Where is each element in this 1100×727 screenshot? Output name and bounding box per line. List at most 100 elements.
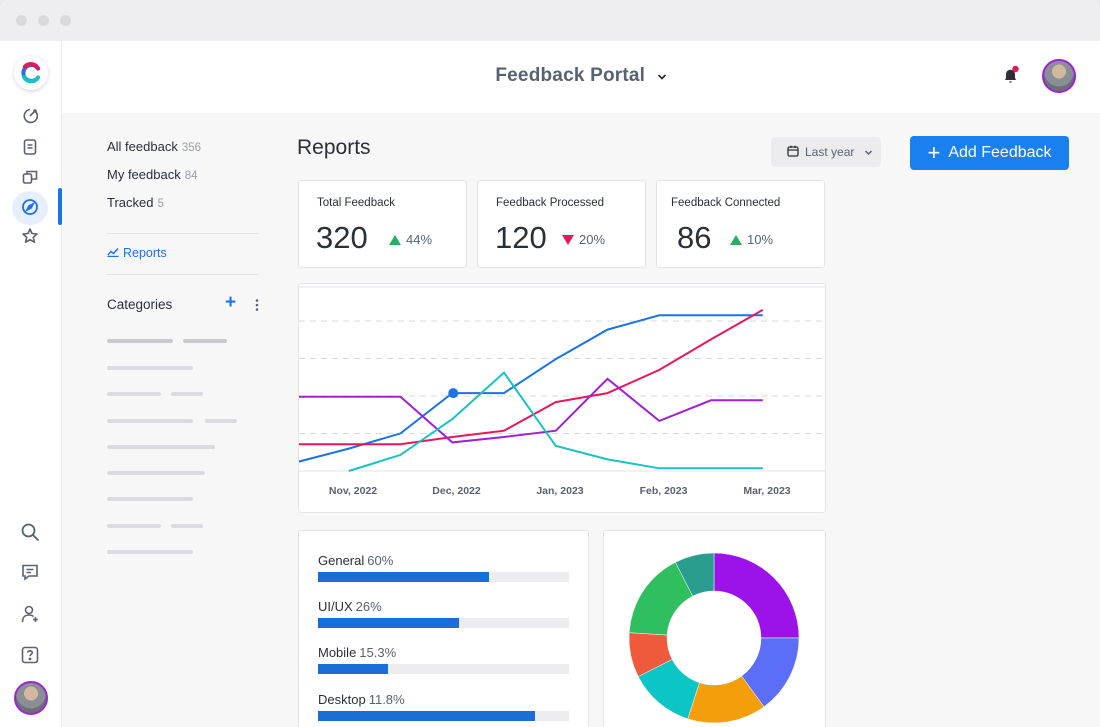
trend-up-icon: [730, 234, 742, 245]
category-bar-track: [318, 664, 569, 674]
add-user-icon[interactable]: [19, 603, 41, 625]
category-bar-row: UI/UX 26%: [318, 598, 569, 628]
sidebar-item-tracked[interactable]: Tracked 5: [107, 195, 164, 210]
chat-icon[interactable]: [19, 561, 41, 583]
x-tick-label: Nov, 2022: [329, 485, 377, 497]
activity-icon[interactable]: [19, 105, 41, 127]
sidebar-item-my-feedback[interactable]: My feedback 84: [107, 167, 198, 182]
window-titlebar: [0, 0, 1100, 41]
rail-avatar[interactable]: [14, 681, 48, 715]
category-placeholder: [107, 550, 193, 554]
sidebar-divider: [107, 233, 259, 234]
category-placeholder: [107, 445, 215, 449]
plus-icon: +: [927, 140, 941, 165]
category-breakdown-card: General 60% UI/UX 26% Mobile 15.3% Desktop 11.8…: [298, 530, 589, 727]
sidebar-item-all-feedback[interactable]: All feedback 356: [107, 139, 201, 154]
calendar-icon: [787, 145, 799, 160]
add-feedback-button[interactable]: + Add Feedback: [910, 136, 1069, 170]
sidebar-item-count: 84: [184, 170, 198, 182]
category-name: General: [318, 553, 365, 568]
stat-label: Feedback Connected: [671, 197, 781, 209]
donut-chart-card: [603, 530, 826, 727]
sidebar-item-count: 356: [181, 142, 202, 154]
sidebar-divider: [107, 274, 259, 275]
stat-card-feedback-connected: Feedback Connected 86 10%: [656, 180, 825, 268]
category-bar-fill: [318, 711, 536, 721]
category-placeholder: [107, 419, 193, 423]
series-line: [299, 377, 763, 444]
stat-change-value: 44%: [406, 232, 433, 247]
stat-change: 10%: [730, 232, 773, 247]
chevron-down-icon: [864, 145, 873, 159]
donut-slice[interactable]: [713, 552, 800, 639]
category-bar-track: [318, 618, 569, 628]
sidebar-item-label: All feedback: [107, 139, 178, 154]
donut-slice[interactable]: [675, 552, 715, 597]
category-placeholder: [107, 497, 193, 501]
sidebar-item-label: Reports: [123, 246, 167, 260]
window-close-dot[interactable]: [16, 15, 27, 26]
rail-active-indicator: [58, 188, 62, 225]
x-tick-label: Jan, 2023: [536, 485, 583, 497]
trend-up-icon: [389, 234, 401, 245]
compass-icon[interactable]: [19, 196, 41, 218]
stat-change-value: 10%: [747, 232, 774, 247]
stat-change: 20%: [562, 232, 605, 247]
stat-change-value: 20%: [579, 232, 606, 247]
window-maximize-dot[interactable]: [60, 15, 71, 26]
category-name: Desktop: [318, 692, 366, 707]
document-icon[interactable]: [19, 136, 41, 158]
sidebar-item-count: 5: [157, 198, 164, 210]
stat-change: 44%: [389, 232, 432, 247]
window-minimize-dot[interactable]: [38, 15, 49, 26]
add-category-icon[interactable]: +: [225, 292, 237, 313]
category-donut-chart: [628, 552, 800, 724]
layers-icon[interactable]: [19, 166, 41, 188]
category-percent: 60%: [367, 553, 394, 568]
category-placeholder: [171, 392, 203, 396]
date-range-select[interactable]: Last year: [771, 137, 881, 167]
category-percent: 26%: [355, 599, 382, 614]
stat-label: Feedback Processed: [496, 197, 605, 209]
category-name: Mobile: [318, 645, 357, 660]
stat-value: 320: [316, 220, 368, 255]
x-tick-label: Dec, 2022: [432, 485, 481, 497]
help-icon[interactable]: [19, 644, 41, 666]
categories-heading: Categories: [107, 297, 173, 312]
category-name: UI/UX: [318, 599, 353, 614]
top-header: Feedback Portal: [62, 41, 1100, 113]
x-tick-label: Mar, 2023: [743, 485, 790, 497]
bell-icon[interactable]: [1000, 65, 1022, 87]
category-percent: 11.8%: [368, 692, 405, 707]
category-bar-fill: [318, 618, 459, 628]
chevron-down-icon: [657, 65, 667, 87]
category-placeholder: [205, 419, 237, 423]
add-feedback-label: Add Feedback: [948, 144, 1052, 161]
star-icon[interactable]: [19, 225, 41, 247]
trend-down-icon: [562, 234, 574, 245]
sidebar-item-label: Tracked: [107, 195, 154, 210]
stat-value: 86: [677, 220, 712, 255]
series-point-marker[interactable]: [448, 388, 459, 399]
search-icon[interactable]: [19, 521, 41, 543]
portal-switcher[interactable]: Feedback Portal: [62, 65, 1100, 87]
category-placeholder: [107, 524, 161, 528]
more-vertical-icon[interactable]: [252, 298, 262, 312]
logo-icon[interactable]: [14, 56, 48, 90]
category-bar-track: [318, 572, 569, 582]
portal-title: Feedback Portal: [495, 65, 646, 87]
stat-card-total-feedback: Total Feedback 320 44%: [298, 180, 467, 268]
series-line: [299, 314, 763, 463]
page-title: Reports: [297, 136, 371, 159]
sidebar-item-reports[interactable]: Reports: [107, 246, 167, 260]
category-placeholder: [171, 524, 203, 528]
trend-line-chart: Nov, 2022 Dec, 2022 Jan, 2023 Feb, 2023 Mar,…: [299, 286, 825, 497]
chart-line-icon: [107, 246, 119, 260]
stat-value: 120: [495, 220, 547, 255]
stat-label: Total Feedback: [317, 197, 395, 209]
date-range-value: Last year: [805, 145, 855, 159]
category-bar-row: Desktop 11.8%: [318, 691, 569, 721]
user-avatar[interactable]: [1042, 59, 1076, 93]
trend-chart-card: Nov, 2022 Dec, 2022 Jan, 2023 Feb, 2023 Mar,…: [298, 283, 826, 513]
series-line: [299, 309, 764, 446]
